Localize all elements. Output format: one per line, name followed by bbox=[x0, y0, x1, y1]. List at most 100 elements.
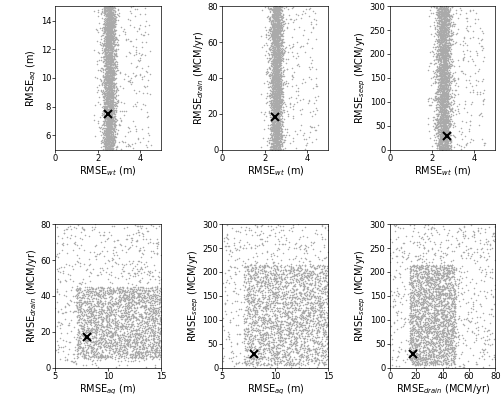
Point bbox=[444, 73, 452, 79]
Point bbox=[151, 351, 159, 357]
Point bbox=[444, 93, 452, 100]
Point bbox=[117, 334, 125, 340]
Point bbox=[294, 92, 302, 99]
Point bbox=[409, 325, 417, 332]
Point bbox=[138, 313, 146, 320]
Point bbox=[118, 287, 126, 293]
Point bbox=[119, 28, 127, 35]
Point bbox=[121, 343, 129, 349]
Point bbox=[78, 332, 86, 339]
Point bbox=[436, 55, 444, 62]
Point bbox=[268, 43, 276, 50]
Point bbox=[444, 10, 452, 17]
Point bbox=[450, 355, 458, 362]
Point bbox=[285, 42, 293, 49]
Point bbox=[417, 333, 425, 340]
Point bbox=[270, 121, 278, 128]
Point bbox=[273, 18, 281, 25]
Point bbox=[435, 8, 443, 15]
Point bbox=[283, 83, 291, 90]
Point bbox=[476, 263, 484, 270]
Point bbox=[451, 353, 459, 359]
Point bbox=[260, 346, 268, 353]
Point bbox=[99, 134, 107, 140]
Point bbox=[441, 68, 449, 75]
Point bbox=[439, 23, 447, 30]
Point bbox=[448, 323, 456, 329]
Point bbox=[76, 345, 85, 351]
Point bbox=[108, 76, 116, 83]
Point bbox=[269, 30, 277, 36]
Point bbox=[274, 34, 282, 41]
Point bbox=[284, 55, 292, 62]
Point bbox=[111, 243, 119, 250]
Point bbox=[275, 114, 283, 121]
Point bbox=[269, 64, 277, 70]
Point bbox=[255, 346, 263, 353]
Point bbox=[127, 358, 135, 364]
Point bbox=[74, 307, 82, 313]
Point bbox=[75, 286, 83, 292]
Point bbox=[276, 20, 284, 26]
Point bbox=[306, 66, 314, 72]
Point bbox=[95, 354, 103, 361]
Point bbox=[440, 93, 448, 99]
Point bbox=[107, 102, 115, 108]
Point bbox=[106, 83, 114, 90]
Point bbox=[111, 318, 119, 324]
Point bbox=[421, 308, 429, 315]
Point bbox=[440, 74, 448, 80]
Point bbox=[425, 294, 433, 301]
Point bbox=[127, 75, 135, 81]
Point bbox=[73, 319, 81, 325]
Point bbox=[131, 342, 139, 349]
Point bbox=[146, 340, 154, 347]
Point bbox=[103, 108, 111, 114]
Point bbox=[427, 326, 435, 333]
Point bbox=[437, 133, 445, 139]
Point bbox=[446, 327, 454, 333]
Point bbox=[440, 141, 448, 148]
Point bbox=[462, 242, 470, 249]
Point bbox=[297, 337, 305, 344]
Point bbox=[131, 101, 139, 107]
Point bbox=[102, 121, 110, 127]
Point bbox=[145, 324, 153, 330]
Point bbox=[450, 269, 458, 275]
Point bbox=[274, 49, 282, 55]
Point bbox=[320, 286, 328, 293]
Point bbox=[98, 45, 106, 52]
Point bbox=[450, 304, 458, 311]
Point bbox=[319, 301, 327, 307]
Point bbox=[289, 53, 297, 59]
Point bbox=[272, 124, 280, 131]
Point bbox=[427, 318, 435, 325]
Point bbox=[463, 268, 471, 274]
Point bbox=[276, 33, 284, 40]
Point bbox=[249, 335, 258, 342]
Point bbox=[443, 291, 451, 298]
Point bbox=[142, 364, 150, 370]
Point bbox=[247, 307, 255, 314]
Point bbox=[435, 9, 443, 16]
Point bbox=[435, 38, 443, 45]
Point bbox=[274, 245, 282, 252]
Point bbox=[274, 90, 282, 97]
Point bbox=[108, 13, 116, 20]
Point bbox=[439, 131, 447, 137]
Point bbox=[316, 325, 324, 332]
Point bbox=[446, 317, 454, 323]
Point bbox=[430, 346, 438, 353]
Point bbox=[103, 35, 111, 41]
Point bbox=[464, 246, 472, 253]
Point bbox=[273, 29, 281, 36]
Point bbox=[460, 34, 468, 40]
Point bbox=[433, 295, 441, 302]
Point bbox=[273, 75, 281, 81]
Point bbox=[99, 72, 107, 79]
Point bbox=[265, 316, 273, 323]
Point bbox=[422, 304, 430, 311]
Point bbox=[222, 336, 230, 343]
Point bbox=[104, 284, 112, 291]
Point bbox=[471, 237, 479, 244]
